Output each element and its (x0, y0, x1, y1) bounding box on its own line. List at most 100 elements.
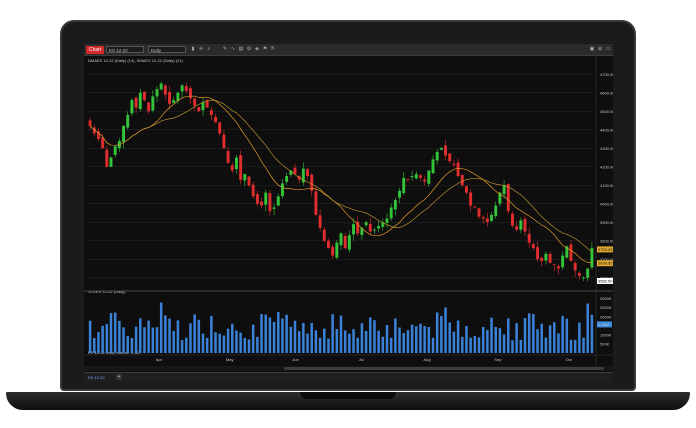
volume-bar (523, 318, 527, 353)
time-tick-label: Apr (156, 357, 163, 362)
volume-bar (260, 314, 263, 353)
candle-body (410, 176, 414, 178)
volume-bar (578, 322, 581, 353)
candle-body (490, 214, 494, 221)
volume-bar (515, 323, 518, 353)
price-tick-label: 3800.00 (600, 238, 613, 243)
candle-body (552, 264, 556, 266)
volume-bar (239, 332, 242, 353)
volume-bar (431, 337, 435, 353)
candle-body (126, 114, 130, 128)
candle-body (364, 222, 368, 226)
candle-body (556, 266, 560, 269)
candle-body (540, 257, 544, 262)
template-icon[interactable]: ▤ (238, 46, 244, 52)
candle-body (523, 218, 527, 232)
share-icon[interactable]: ⇱ (270, 46, 276, 52)
window-icon[interactable]: ▭ (605, 46, 611, 52)
candle-body (314, 191, 318, 215)
volume-bar (147, 320, 150, 353)
candle-body (335, 242, 339, 258)
chart-area[interactable]: 4700.00 4600.00 4500.00 4400.00 4300.00 4200.… (84, 55, 613, 373)
volume-bar (339, 315, 343, 353)
volume-bar (569, 339, 573, 353)
candle-body (172, 100, 176, 104)
chart-scroll-thumb[interactable] (284, 367, 604, 370)
volume-bar (101, 325, 104, 353)
candle-body (531, 244, 535, 249)
volume-bar (231, 323, 234, 353)
volume-bar (323, 328, 326, 353)
price-badge-text: 3753.25 (598, 247, 613, 252)
price-axis: 4700.00 4600.00 4500.00 4400.00 4300.00 4200.… (600, 72, 613, 281)
volume-badge-text: 1.58M (598, 322, 609, 327)
chart-tab[interactable]: Chart (86, 46, 105, 54)
volume-bar (561, 315, 564, 353)
volume-bar (151, 327, 155, 353)
volume-bar (402, 333, 405, 353)
candle-body (494, 205, 498, 217)
laptop-notch (300, 392, 396, 399)
candle-body (268, 193, 272, 212)
volume-bar (247, 339, 251, 353)
volume-bar (544, 337, 548, 353)
time-tick-label: Jul (359, 357, 364, 362)
volume-bar (356, 337, 359, 353)
candle-body (506, 183, 510, 212)
candle-body (134, 97, 138, 108)
interval-field[interactable]: Daily (148, 46, 186, 53)
snapshot-icon[interactable]: ▣ (589, 46, 595, 52)
candle-body (264, 192, 268, 205)
volume-bar (155, 327, 159, 353)
indicator-icon[interactable]: ∿ (230, 46, 236, 52)
volume-bar (565, 318, 569, 353)
price-badge (597, 277, 613, 284)
add-tab-button[interactable]: + (116, 374, 122, 380)
candle-body (168, 92, 172, 104)
candle-body (352, 224, 356, 235)
volume-tick-label: 2000K (600, 314, 612, 319)
volume-bar (327, 338, 330, 353)
volume-bar (343, 330, 347, 353)
volume-bar (210, 315, 213, 353)
draw-icon[interactable]: ✎ (222, 46, 228, 52)
volume-bar (214, 332, 217, 353)
volume-bar (364, 331, 368, 353)
volume-bar (502, 334, 506, 353)
bar-chart-icon[interactable]: ▮ (191, 46, 195, 52)
alert-icon[interactable]: ⚑ (262, 46, 268, 52)
instrument-tab[interactable]: ES 12-22 (88, 375, 105, 380)
volume-bar (406, 330, 410, 353)
volume-bar (335, 329, 339, 353)
candle-body (414, 174, 418, 179)
strategy-icon[interactable]: ◈ (255, 46, 259, 52)
volume-bar (410, 324, 414, 353)
volume-bar (205, 337, 209, 353)
candle-body (272, 207, 276, 209)
candle-body (209, 110, 213, 115)
candle-body (586, 268, 590, 278)
time-tick-label: May (226, 357, 234, 362)
volume-bar (285, 314, 288, 353)
candle-body (444, 145, 448, 156)
candle-body (251, 184, 255, 197)
crosshair-icon[interactable]: ✛ (198, 46, 204, 52)
volume-bar (385, 325, 389, 353)
price-badge (597, 260, 613, 267)
volume-bar (243, 337, 247, 353)
candle-body (582, 277, 586, 279)
volume-bar (557, 333, 560, 353)
zoom-icon[interactable]: ⌕ (207, 46, 211, 52)
candle-body (481, 217, 485, 219)
candle-body (510, 213, 514, 226)
candle-body (372, 229, 376, 231)
candle-body (460, 174, 464, 186)
properties-icon[interactable]: ⚙ (246, 46, 252, 52)
volume-bar (314, 330, 318, 353)
layout-icon[interactable]: ⊞ (597, 46, 603, 52)
instrument-field[interactable]: ES 12-22 (106, 46, 144, 53)
candle-body (226, 151, 230, 164)
price-tick-label: 4000.00 (600, 201, 613, 206)
volume-bar (139, 318, 142, 353)
candle-body (498, 192, 502, 204)
